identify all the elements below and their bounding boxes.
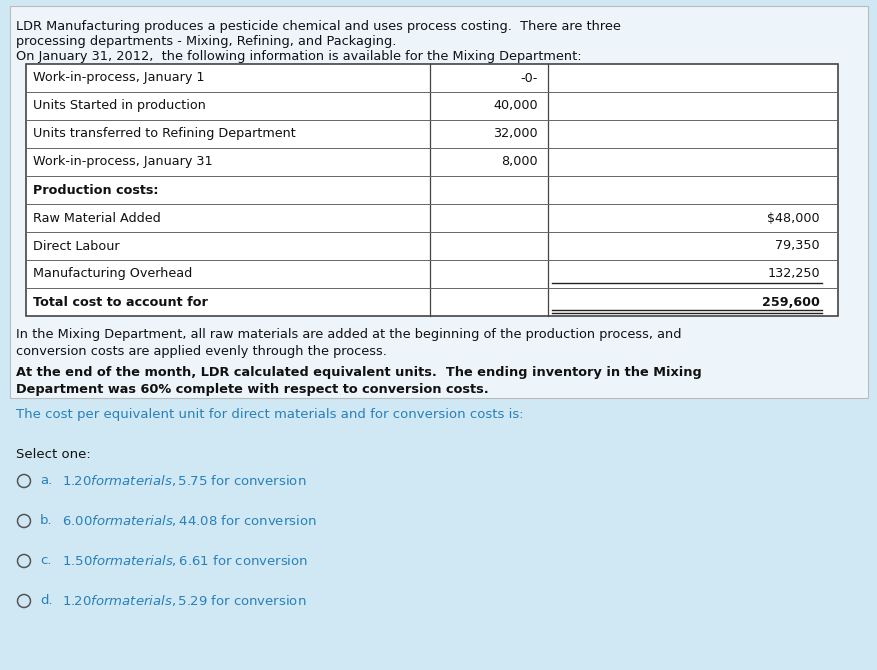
Text: Work-in-process, January 31: Work-in-process, January 31 — [33, 155, 212, 168]
Text: In the Mixing Department, all raw materials are added at the beginning of the pr: In the Mixing Department, all raw materi… — [16, 328, 681, 341]
Text: 132,250: 132,250 — [766, 267, 819, 281]
Text: 8,000: 8,000 — [501, 155, 538, 168]
Text: Work-in-process, January 1: Work-in-process, January 1 — [33, 72, 204, 84]
Text: $6.00 for materials, $44.08 for conversion: $6.00 for materials, $44.08 for conversi… — [62, 513, 317, 529]
Text: -0-: -0- — [520, 72, 538, 84]
Text: d.: d. — [40, 594, 53, 608]
FancyBboxPatch shape — [10, 6, 867, 398]
Text: 32,000: 32,000 — [493, 127, 538, 141]
Text: $48,000: $48,000 — [766, 212, 819, 224]
Text: b.: b. — [40, 515, 53, 527]
Text: LDR Manufacturing produces a pesticide chemical and uses process costing.  There: LDR Manufacturing produces a pesticide c… — [16, 20, 620, 33]
FancyBboxPatch shape — [26, 64, 837, 316]
Text: Direct Labour: Direct Labour — [33, 239, 119, 253]
Text: $1.50 for materials, $6.61 for conversion: $1.50 for materials, $6.61 for conversio… — [62, 553, 308, 569]
Text: c.: c. — [40, 555, 52, 567]
Text: Raw Material Added: Raw Material Added — [33, 212, 160, 224]
Circle shape — [18, 594, 31, 608]
Circle shape — [18, 474, 31, 488]
Text: a.: a. — [40, 474, 53, 488]
Text: 40,000: 40,000 — [493, 100, 538, 113]
Text: The cost per equivalent unit for direct materials and for conversion costs is:: The cost per equivalent unit for direct … — [16, 408, 523, 421]
Circle shape — [18, 515, 31, 527]
Circle shape — [18, 555, 31, 567]
Text: $1.20 for materials, $5.75 for conversion: $1.20 for materials, $5.75 for conversio… — [62, 474, 306, 488]
Text: processing departments - Mixing, Refining, and Packaging.: processing departments - Mixing, Refinin… — [16, 35, 396, 48]
Text: Department was 60% complete with respect to conversion costs.: Department was 60% complete with respect… — [16, 383, 488, 396]
Text: Units transferred to Refining Department: Units transferred to Refining Department — [33, 127, 296, 141]
Text: Total cost to account for: Total cost to account for — [33, 295, 208, 308]
Text: conversion costs are applied evenly through the process.: conversion costs are applied evenly thro… — [16, 345, 387, 358]
Text: Production costs:: Production costs: — [33, 184, 159, 196]
Text: Select one:: Select one: — [16, 448, 90, 461]
Text: On January 31, 2012,  the following information is available for the Mixing Depa: On January 31, 2012, the following infor… — [16, 50, 581, 63]
Text: Manufacturing Overhead: Manufacturing Overhead — [33, 267, 192, 281]
Text: At the end of the month, LDR calculated equivalent units.  The ending inventory : At the end of the month, LDR calculated … — [16, 366, 701, 379]
Text: $1.20 for materials, $5.29 for conversion: $1.20 for materials, $5.29 for conversio… — [62, 594, 306, 608]
Text: 79,350: 79,350 — [774, 239, 819, 253]
Text: 259,600: 259,600 — [761, 295, 819, 308]
Text: Units Started in production: Units Started in production — [33, 100, 205, 113]
